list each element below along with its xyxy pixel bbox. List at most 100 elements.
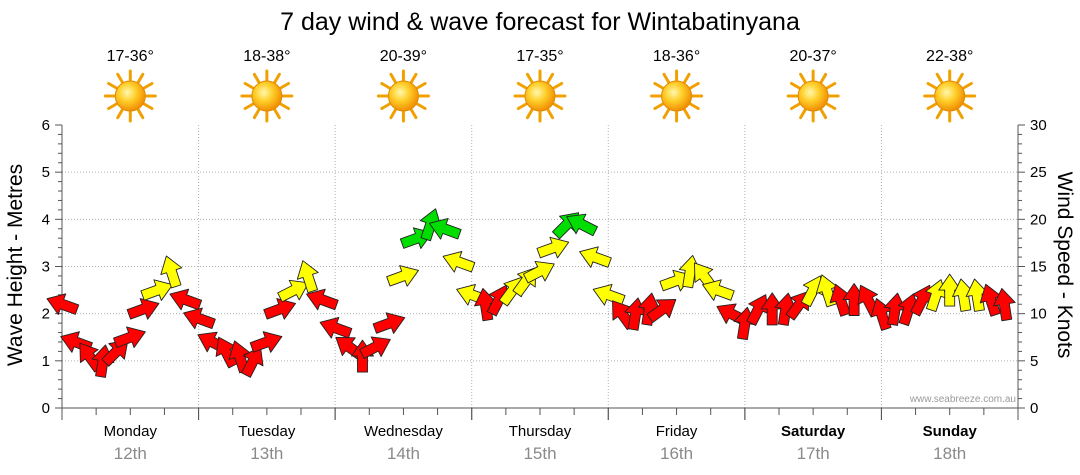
wind-arrow	[241, 346, 264, 378]
sun-ray	[935, 108, 944, 120]
wind-arrow	[296, 260, 319, 294]
wind-arrow	[126, 298, 160, 320]
date-label: 18th	[933, 444, 966, 463]
wind-arrow	[428, 218, 462, 240]
sun-ray	[956, 108, 964, 120]
wind-arrow-shape	[113, 326, 146, 349]
day-label: Wednesday	[364, 423, 443, 440]
wind-arrow	[359, 336, 391, 359]
wind-arrow-shape	[702, 279, 735, 301]
sun-ray	[107, 82, 118, 90]
sun-icon	[513, 69, 567, 123]
sun-ray	[956, 72, 964, 84]
left-tick-label: 5	[42, 164, 50, 181]
wind-arrow	[101, 339, 129, 367]
sun-ray	[926, 102, 938, 110]
sun-ray	[799, 108, 807, 120]
wind-arrow	[592, 284, 626, 306]
wind-arrow-shape	[249, 331, 283, 353]
sun-ray	[516, 102, 528, 110]
sun-ray	[552, 102, 564, 110]
sun-ray	[825, 102, 837, 110]
wind-arrow	[992, 287, 1016, 322]
wind-arrow-shape	[241, 346, 264, 378]
sun-ray	[142, 82, 154, 90]
wind-arrow-shape	[592, 284, 626, 306]
sun-ray	[546, 108, 554, 120]
sun-ray	[926, 82, 938, 90]
wind-arrow-shape	[386, 265, 419, 287]
sun-ray	[116, 108, 124, 120]
wind-arrow-shape	[579, 246, 612, 268]
temperature-label: 20-37°	[789, 48, 836, 65]
wind-arrow-shape	[646, 299, 677, 323]
wind-arrow	[183, 307, 216, 330]
wind-arrow	[386, 265, 419, 287]
right-tick-label: 25	[1030, 164, 1047, 181]
wind-arrow	[113, 326, 146, 349]
sun-ray	[279, 102, 291, 110]
sun-icon	[376, 69, 430, 123]
sun-disc	[524, 80, 556, 112]
wind-arrow-shape	[126, 298, 160, 320]
date-label: 12th	[114, 444, 147, 463]
temperature-label: 17-36°	[107, 48, 154, 65]
credit-text: www.seabreeze.com.au	[909, 394, 1016, 405]
sun-ray	[136, 108, 145, 120]
sun-ray	[546, 72, 554, 84]
sun-ray	[935, 72, 944, 84]
sun-ray	[662, 72, 671, 84]
wind-arrow	[160, 255, 183, 289]
wind-arrow	[263, 298, 296, 320]
left-tick-label: 2	[42, 306, 50, 323]
temperature-label: 17-35°	[516, 48, 563, 65]
sun-ray	[526, 72, 534, 84]
left-axis-title: Wave Height - Metres	[4, 164, 27, 366]
wind-arrow-shape	[296, 260, 319, 294]
wind-arrow-shape	[319, 317, 353, 339]
right-tick-label: 5	[1030, 353, 1038, 370]
wind-arrow	[306, 288, 339, 311]
sun-ray	[662, 108, 671, 120]
temperature-label: 22-38°	[926, 48, 973, 65]
wind-arrow	[566, 213, 598, 237]
wind-arrow-shape	[46, 293, 80, 315]
wind-arrow-shape	[523, 260, 555, 284]
wind-arrow-shape	[359, 336, 391, 359]
left-tick-label: 1	[42, 353, 50, 370]
date-label: 13th	[250, 444, 283, 463]
sun-ray	[409, 108, 418, 120]
right-axis-ticks: 0 5 10 15 20 25 30	[1018, 117, 1047, 417]
temperature-label: 20-39°	[380, 48, 427, 65]
day-label: Saturday	[781, 423, 846, 440]
wind-arrow	[702, 279, 735, 301]
sun-ray	[819, 72, 828, 84]
wind-arrow	[442, 251, 476, 273]
wind-arrow-shape	[372, 312, 406, 334]
wind-arrows	[46, 208, 1016, 378]
temperature-label: 18-36°	[653, 48, 700, 65]
sun-ray	[415, 102, 427, 110]
sun-ray	[409, 72, 418, 84]
right-tick-label: 0	[1030, 400, 1038, 417]
right-tick-label: 30	[1030, 117, 1047, 134]
sun-icon	[650, 69, 704, 123]
wind-arrow-shape	[800, 275, 824, 308]
wind-arrow-shape	[566, 213, 598, 237]
sun-ray	[273, 72, 281, 84]
sun-ray	[380, 82, 392, 90]
sun-disc	[661, 80, 693, 112]
wind-arrow-shape	[277, 279, 309, 303]
day-label: Monday	[104, 423, 158, 440]
sun-ray	[552, 82, 564, 90]
sun-ray	[516, 82, 528, 90]
left-tick-label: 6	[42, 117, 50, 134]
sun-ray	[789, 102, 801, 110]
sun-icon	[923, 69, 977, 123]
chart-title: 7 day wind & wave forecast for Wintabati…	[280, 8, 800, 36]
wind-arrow-shape	[992, 287, 1016, 322]
wind-arrow	[536, 236, 570, 259]
sun-ray	[799, 72, 807, 84]
sun-ray	[683, 72, 691, 84]
